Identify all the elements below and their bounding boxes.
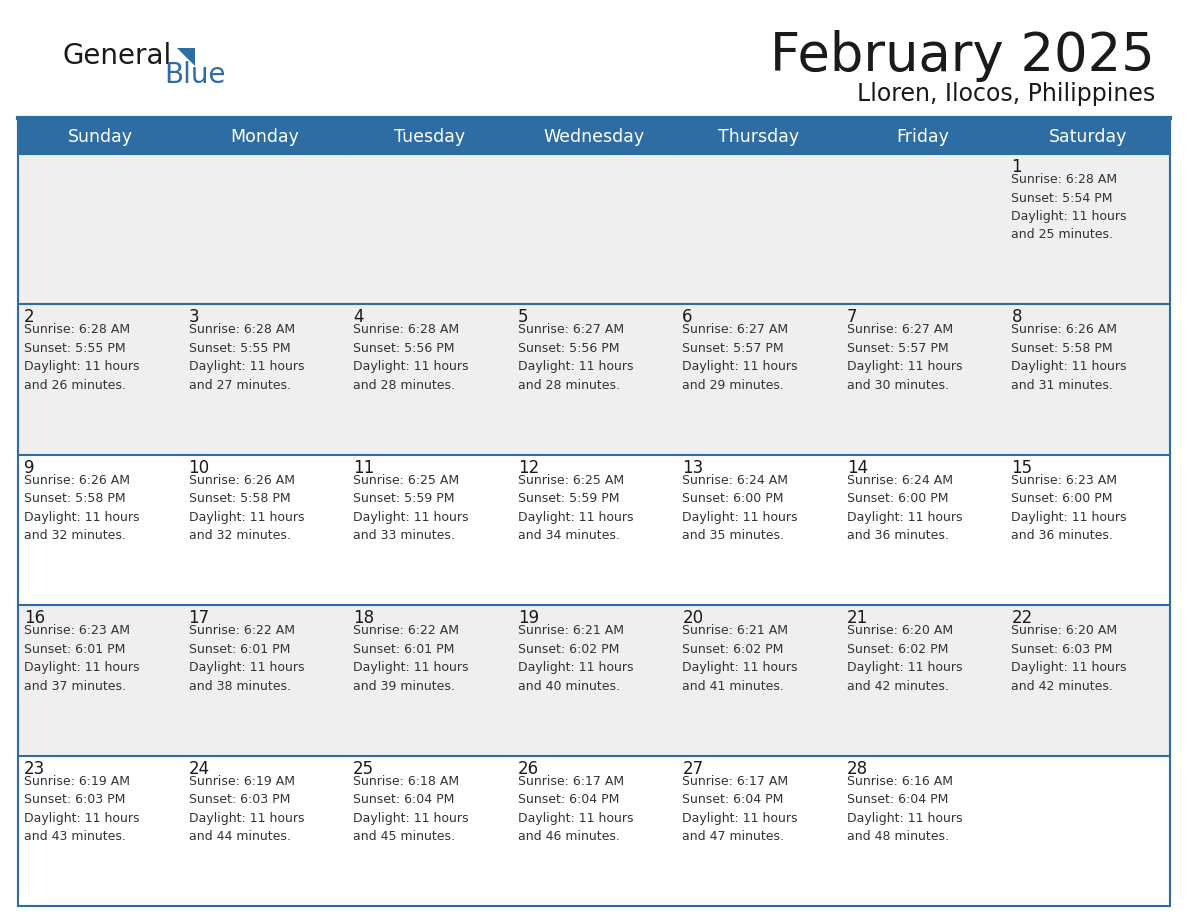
Text: 10: 10 — [189, 459, 210, 476]
Text: 2: 2 — [24, 308, 34, 327]
Text: 18: 18 — [353, 610, 374, 627]
Bar — [18, 605, 1170, 756]
Text: 11: 11 — [353, 459, 374, 476]
Text: 13: 13 — [682, 459, 703, 476]
Text: 28: 28 — [847, 759, 868, 778]
Text: Sunrise: 6:28 AM
Sunset: 5:56 PM
Daylight: 11 hours
and 28 minutes.: Sunrise: 6:28 AM Sunset: 5:56 PM Dayligh… — [353, 323, 468, 392]
Text: 16: 16 — [24, 610, 45, 627]
Text: Sunrise: 6:22 AM
Sunset: 6:01 PM
Daylight: 11 hours
and 39 minutes.: Sunrise: 6:22 AM Sunset: 6:01 PM Dayligh… — [353, 624, 468, 693]
Text: 21: 21 — [847, 610, 868, 627]
Text: 24: 24 — [189, 759, 210, 778]
Text: 19: 19 — [518, 610, 539, 627]
Text: Sunrise: 6:28 AM
Sunset: 5:55 PM
Daylight: 11 hours
and 26 minutes.: Sunrise: 6:28 AM Sunset: 5:55 PM Dayligh… — [24, 323, 139, 392]
Text: Sunday: Sunday — [68, 128, 133, 146]
Text: Sunrise: 6:25 AM
Sunset: 5:59 PM
Daylight: 11 hours
and 33 minutes.: Sunrise: 6:25 AM Sunset: 5:59 PM Dayligh… — [353, 474, 468, 543]
Text: 6: 6 — [682, 308, 693, 327]
Text: Sunrise: 6:28 AM
Sunset: 5:55 PM
Daylight: 11 hours
and 27 minutes.: Sunrise: 6:28 AM Sunset: 5:55 PM Dayligh… — [189, 323, 304, 392]
Text: Thursday: Thursday — [718, 128, 800, 146]
Text: Sunrise: 6:24 AM
Sunset: 6:00 PM
Daylight: 11 hours
and 36 minutes.: Sunrise: 6:24 AM Sunset: 6:00 PM Dayligh… — [847, 474, 962, 543]
Bar — [18, 756, 1170, 906]
Text: 12: 12 — [518, 459, 539, 476]
Text: Sunrise: 6:24 AM
Sunset: 6:00 PM
Daylight: 11 hours
and 35 minutes.: Sunrise: 6:24 AM Sunset: 6:00 PM Dayligh… — [682, 474, 798, 543]
Polygon shape — [177, 48, 195, 66]
Text: Saturday: Saturday — [1049, 128, 1127, 146]
Text: Sunrise: 6:26 AM
Sunset: 5:58 PM
Daylight: 11 hours
and 32 minutes.: Sunrise: 6:26 AM Sunset: 5:58 PM Dayligh… — [24, 474, 139, 543]
Text: 17: 17 — [189, 610, 210, 627]
Text: 1: 1 — [1011, 158, 1022, 176]
Text: General: General — [62, 42, 171, 70]
Text: 26: 26 — [518, 759, 539, 778]
Text: 5: 5 — [518, 308, 529, 327]
Bar — [18, 305, 1170, 454]
Text: 27: 27 — [682, 759, 703, 778]
Text: Sunrise: 6:26 AM
Sunset: 5:58 PM
Daylight: 11 hours
and 32 minutes.: Sunrise: 6:26 AM Sunset: 5:58 PM Dayligh… — [189, 474, 304, 543]
Text: 22: 22 — [1011, 610, 1032, 627]
Text: 9: 9 — [24, 459, 34, 476]
Text: Sunrise: 6:26 AM
Sunset: 5:58 PM
Daylight: 11 hours
and 31 minutes.: Sunrise: 6:26 AM Sunset: 5:58 PM Dayligh… — [1011, 323, 1127, 392]
Bar — [18, 154, 1170, 305]
Text: 15: 15 — [1011, 459, 1032, 476]
Text: Tuesday: Tuesday — [394, 128, 465, 146]
Text: Sunrise: 6:27 AM
Sunset: 5:56 PM
Daylight: 11 hours
and 28 minutes.: Sunrise: 6:27 AM Sunset: 5:56 PM Dayligh… — [518, 323, 633, 392]
Bar — [18, 120, 1170, 154]
Text: 4: 4 — [353, 308, 364, 327]
Text: Sunrise: 6:19 AM
Sunset: 6:03 PM
Daylight: 11 hours
and 43 minutes.: Sunrise: 6:19 AM Sunset: 6:03 PM Dayligh… — [24, 775, 139, 843]
Text: Sunrise: 6:21 AM
Sunset: 6:02 PM
Daylight: 11 hours
and 41 minutes.: Sunrise: 6:21 AM Sunset: 6:02 PM Dayligh… — [682, 624, 798, 693]
Text: 8: 8 — [1011, 308, 1022, 327]
Text: Sunrise: 6:25 AM
Sunset: 5:59 PM
Daylight: 11 hours
and 34 minutes.: Sunrise: 6:25 AM Sunset: 5:59 PM Dayligh… — [518, 474, 633, 543]
Text: Friday: Friday — [897, 128, 949, 146]
Text: 7: 7 — [847, 308, 858, 327]
Text: Sunrise: 6:18 AM
Sunset: 6:04 PM
Daylight: 11 hours
and 45 minutes.: Sunrise: 6:18 AM Sunset: 6:04 PM Dayligh… — [353, 775, 468, 843]
Text: Sunrise: 6:16 AM
Sunset: 6:04 PM
Daylight: 11 hours
and 48 minutes.: Sunrise: 6:16 AM Sunset: 6:04 PM Dayligh… — [847, 775, 962, 843]
Text: 23: 23 — [24, 759, 45, 778]
Text: Wednesday: Wednesday — [543, 128, 645, 146]
Text: Sunrise: 6:27 AM
Sunset: 5:57 PM
Daylight: 11 hours
and 29 minutes.: Sunrise: 6:27 AM Sunset: 5:57 PM Dayligh… — [682, 323, 798, 392]
Text: 3: 3 — [189, 308, 200, 327]
Bar — [18, 454, 1170, 605]
Text: Blue: Blue — [164, 61, 226, 89]
Text: Monday: Monday — [230, 128, 299, 146]
Text: Sunrise: 6:21 AM
Sunset: 6:02 PM
Daylight: 11 hours
and 40 minutes.: Sunrise: 6:21 AM Sunset: 6:02 PM Dayligh… — [518, 624, 633, 693]
Text: 20: 20 — [682, 610, 703, 627]
Text: 14: 14 — [847, 459, 868, 476]
Text: Sunrise: 6:22 AM
Sunset: 6:01 PM
Daylight: 11 hours
and 38 minutes.: Sunrise: 6:22 AM Sunset: 6:01 PM Dayligh… — [189, 624, 304, 693]
Text: Sunrise: 6:23 AM
Sunset: 6:00 PM
Daylight: 11 hours
and 36 minutes.: Sunrise: 6:23 AM Sunset: 6:00 PM Dayligh… — [1011, 474, 1127, 543]
Text: 25: 25 — [353, 759, 374, 778]
Text: Sunrise: 6:27 AM
Sunset: 5:57 PM
Daylight: 11 hours
and 30 minutes.: Sunrise: 6:27 AM Sunset: 5:57 PM Dayligh… — [847, 323, 962, 392]
Text: Sunrise: 6:20 AM
Sunset: 6:03 PM
Daylight: 11 hours
and 42 minutes.: Sunrise: 6:20 AM Sunset: 6:03 PM Dayligh… — [1011, 624, 1127, 693]
Text: Sunrise: 6:28 AM
Sunset: 5:54 PM
Daylight: 11 hours
and 25 minutes.: Sunrise: 6:28 AM Sunset: 5:54 PM Dayligh… — [1011, 173, 1127, 241]
Text: Sunrise: 6:17 AM
Sunset: 6:04 PM
Daylight: 11 hours
and 46 minutes.: Sunrise: 6:17 AM Sunset: 6:04 PM Dayligh… — [518, 775, 633, 843]
Text: Sunrise: 6:20 AM
Sunset: 6:02 PM
Daylight: 11 hours
and 42 minutes.: Sunrise: 6:20 AM Sunset: 6:02 PM Dayligh… — [847, 624, 962, 693]
Text: February 2025: February 2025 — [770, 30, 1155, 82]
Text: Sunrise: 6:19 AM
Sunset: 6:03 PM
Daylight: 11 hours
and 44 minutes.: Sunrise: 6:19 AM Sunset: 6:03 PM Dayligh… — [189, 775, 304, 843]
Text: Sunrise: 6:23 AM
Sunset: 6:01 PM
Daylight: 11 hours
and 37 minutes.: Sunrise: 6:23 AM Sunset: 6:01 PM Dayligh… — [24, 624, 139, 693]
Text: Lloren, Ilocos, Philippines: Lloren, Ilocos, Philippines — [857, 82, 1155, 106]
Text: Sunrise: 6:17 AM
Sunset: 6:04 PM
Daylight: 11 hours
and 47 minutes.: Sunrise: 6:17 AM Sunset: 6:04 PM Dayligh… — [682, 775, 798, 843]
